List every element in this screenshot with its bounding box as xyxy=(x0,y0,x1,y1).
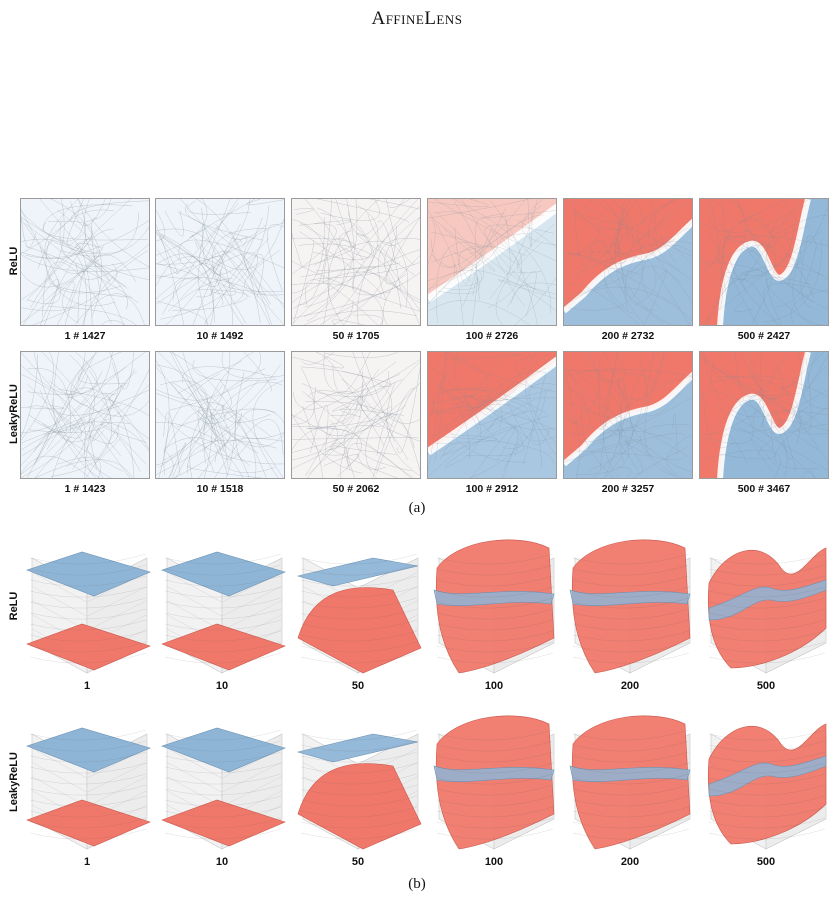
panel-caption: 200 # 3257 xyxy=(601,483,655,495)
panel-caption: 1 # 1423 xyxy=(64,483,106,495)
surface-plot xyxy=(701,704,831,854)
row-label-a-0: ReLU xyxy=(8,246,20,276)
surface-caption: 50 xyxy=(351,680,365,692)
surface-caption: 100 xyxy=(484,680,504,692)
surface-caption: 1 xyxy=(83,856,91,868)
surface-caption: 200 xyxy=(620,680,640,692)
caption-a: (a) xyxy=(408,500,426,516)
panel-caption: 500 # 2427 xyxy=(737,330,791,342)
surface-caption: 10 xyxy=(215,856,229,868)
panel-caption: 50 # 2062 xyxy=(332,483,380,495)
boundary-panel xyxy=(291,198,421,326)
boundary-panel xyxy=(155,198,285,326)
row-label-a-1: LeakyReLU xyxy=(8,384,20,444)
surface-plot xyxy=(565,704,695,854)
boundary-panel xyxy=(155,351,285,479)
surface-plot xyxy=(22,528,152,678)
boundary-panel xyxy=(699,198,829,326)
boundary-panel xyxy=(427,198,557,326)
surface-plot xyxy=(293,528,423,678)
panel-caption: 1 # 1427 xyxy=(64,330,106,342)
surface-plot xyxy=(701,528,831,678)
surface-plot xyxy=(429,704,559,854)
boundary-panel xyxy=(20,198,150,326)
figure-title: AffineLens xyxy=(371,8,463,29)
surface-plot xyxy=(22,704,152,854)
panel-caption: 100 # 2726 xyxy=(465,330,519,342)
panel-caption: 50 # 1705 xyxy=(332,330,380,342)
panel-caption: 200 # 2732 xyxy=(601,330,655,342)
surface-caption: 500 xyxy=(756,856,776,868)
row-label-b-0: ReLU xyxy=(8,591,20,621)
surface-caption: 50 xyxy=(351,856,365,868)
caption-b: (b) xyxy=(408,876,426,892)
panel-caption: 500 # 3467 xyxy=(737,483,791,495)
surface-caption: 200 xyxy=(620,856,640,868)
surface-plot xyxy=(293,704,423,854)
panel-caption: 10 # 1518 xyxy=(196,483,244,495)
panel-caption: 10 # 1492 xyxy=(196,330,244,342)
panel-caption: 100 # 2912 xyxy=(465,483,519,495)
boundary-panel xyxy=(291,351,421,479)
surface-plot xyxy=(157,704,287,854)
boundary-panel xyxy=(563,198,693,326)
boundary-panel xyxy=(699,351,829,479)
surface-caption: 100 xyxy=(484,856,504,868)
boundary-panel xyxy=(20,351,150,479)
surface-caption: 500 xyxy=(756,680,776,692)
boundary-panel xyxy=(563,351,693,479)
surface-plot xyxy=(565,528,695,678)
surface-plot xyxy=(157,528,287,678)
surface-caption: 10 xyxy=(215,680,229,692)
surface-plot xyxy=(429,528,559,678)
row-label-b-1: LeakyReLU xyxy=(8,752,20,812)
boundary-panel xyxy=(427,351,557,479)
surface-caption: 1 xyxy=(83,680,91,692)
